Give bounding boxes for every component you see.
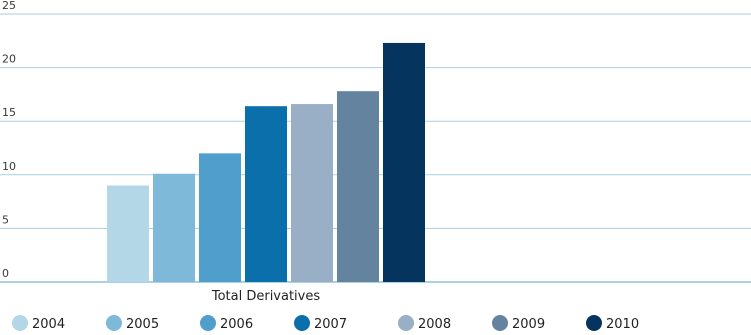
legend-item-2010: 2010: [586, 315, 639, 332]
legend-label: 2010: [606, 317, 639, 332]
legend-swatch: [294, 315, 310, 331]
legend-swatch: [586, 315, 602, 331]
bar-2004: [107, 185, 149, 282]
y-tick-label: 25: [2, 0, 16, 12]
legend-item-2008: 2008: [398, 315, 451, 332]
legend-item-2009: 2009: [492, 315, 545, 332]
legend-label: 2008: [418, 317, 451, 332]
y-tick-label: 20: [2, 53, 16, 66]
y-axis-tick-labels: 0 5 10 15 20 25: [2, 0, 16, 280]
legend-label: 2006: [220, 317, 253, 332]
legend-swatch: [12, 315, 28, 331]
legend-swatch: [398, 315, 414, 331]
legend-label: 2004: [32, 317, 65, 332]
legend-swatch: [106, 315, 122, 331]
y-tick-label: 10: [2, 160, 16, 173]
bar-2006: [199, 153, 241, 282]
bar-2010: [383, 42, 425, 282]
y-tick-label: 15: [2, 106, 16, 119]
legend-item-2005: 2005: [106, 315, 159, 332]
legend-swatch: [200, 315, 216, 331]
legend-item-2004: 2004: [12, 315, 65, 332]
bar-2009: [337, 91, 379, 283]
legend: 2004 2005 2006 2007 2008 2009 2010: [12, 315, 639, 332]
legend-label: 2005: [126, 317, 159, 332]
bar-2005: [153, 173, 195, 282]
bar-2007: [245, 106, 287, 282]
y-tick-label: 0: [2, 267, 9, 280]
legend-item-2007: 2007: [294, 315, 347, 332]
legend-label: 2009: [512, 317, 545, 332]
bar-2008: [291, 104, 333, 282]
legend-item-2006: 2006: [200, 315, 253, 332]
category-label: Total Derivatives: [211, 289, 321, 304]
x-axis-category-labels: Total Derivatives: [211, 289, 321, 304]
legend-swatch: [492, 315, 508, 331]
y-tick-label: 5: [2, 213, 9, 226]
legend-label: 2007: [314, 317, 347, 332]
bars: [107, 42, 425, 283]
